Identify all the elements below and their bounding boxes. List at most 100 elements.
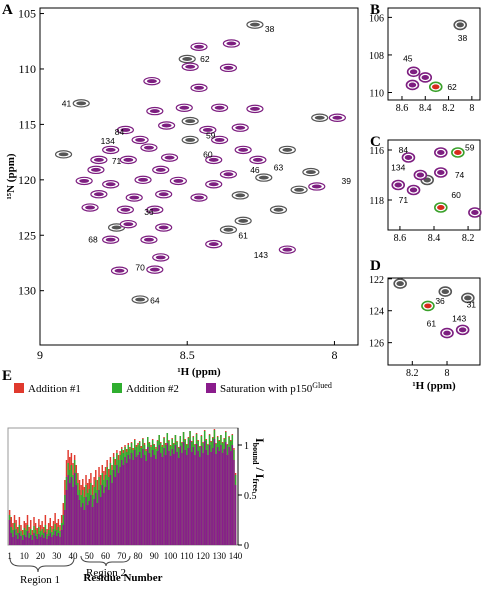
bar (184, 450, 186, 545)
legend-label: Addition #2 (126, 383, 179, 395)
bar (208, 445, 211, 545)
bar (34, 536, 37, 545)
bar (151, 450, 154, 545)
peak-core (202, 127, 213, 132)
peak-label: 41 (62, 98, 72, 108)
y-tick-label: 122 (369, 275, 384, 286)
y-tick-label: 110 (18, 62, 36, 76)
bar (85, 497, 87, 545)
peak-core (146, 79, 157, 84)
x-tick-label: 8.5 (180, 348, 195, 362)
peak-label: 62 (200, 54, 210, 64)
bar (103, 493, 105, 545)
bar (205, 450, 208, 545)
peak-core (454, 150, 462, 155)
bar (177, 458, 180, 545)
peak-core (185, 137, 196, 142)
peak-core (114, 268, 125, 273)
bar (210, 452, 212, 545)
bar (86, 505, 89, 545)
peak-core (164, 155, 175, 160)
bar (125, 463, 128, 545)
bar (93, 499, 95, 545)
peak-core (252, 157, 263, 162)
y-tick-label: 108 (369, 51, 384, 62)
bar (106, 480, 108, 545)
bar (44, 532, 47, 545)
peak-core (208, 157, 219, 162)
region-label: Region 1 (20, 574, 60, 586)
x-tick-label: 1 (7, 551, 12, 561)
peak-core (441, 289, 450, 295)
bar (145, 461, 147, 545)
peak-core (408, 82, 417, 88)
bar (150, 457, 152, 545)
bar (99, 497, 102, 545)
bar (199, 457, 201, 545)
bar (129, 459, 131, 545)
peak-core (179, 105, 190, 110)
peak-core (120, 207, 131, 212)
peak-core (93, 157, 104, 162)
bar (130, 453, 133, 545)
bar (17, 539, 19, 545)
bar (160, 453, 162, 545)
y-tick-label: 106 (369, 13, 384, 24)
peak-core (79, 178, 90, 183)
bar (28, 538, 30, 545)
peak-core (409, 187, 418, 193)
peak-core (416, 172, 425, 178)
x-tick-label: 9 (37, 348, 43, 362)
peak-core (143, 237, 154, 242)
bar (187, 448, 190, 545)
bar (90, 495, 92, 545)
bar (8, 520, 11, 545)
bar (62, 525, 64, 545)
peak-label: 63 (274, 163, 284, 173)
panel-letter: E (2, 368, 12, 384)
bar (80, 507, 82, 545)
peak-core (105, 147, 116, 152)
bar (21, 540, 24, 545)
bar (122, 465, 125, 545)
bar (181, 453, 183, 545)
legend-name: Addition #2 (126, 383, 179, 395)
peak-label: 71 (399, 195, 409, 205)
peak-label: 38 (458, 33, 468, 43)
peak-core (471, 210, 479, 215)
bar (202, 453, 204, 545)
peak-core (93, 192, 104, 197)
bar (75, 485, 77, 545)
x-tick-label: 8 (469, 103, 474, 114)
bar (83, 510, 86, 545)
x-tick-label: 110 (180, 551, 194, 561)
peak-core (394, 182, 402, 188)
legend-swatch (112, 383, 122, 393)
peak-label: 36 (435, 296, 445, 306)
panel-letter: A (2, 2, 13, 18)
peak-core (404, 155, 413, 160)
legend-swatch (206, 383, 216, 393)
peak-core (223, 172, 234, 177)
y-tick-label: 130 (18, 284, 36, 298)
peak-core (120, 127, 131, 132)
peak-label: 61 (427, 318, 437, 328)
peak-core (155, 255, 166, 260)
bar (171, 449, 173, 545)
x-tick-label: 8.6 (394, 233, 407, 244)
bar (108, 490, 110, 545)
x-axis-title: Residue Number (83, 572, 162, 584)
peak-core (182, 57, 193, 61)
bar (56, 536, 58, 545)
x-tick-label: 8 (445, 368, 450, 379)
bar (70, 477, 73, 545)
bar (119, 467, 121, 545)
bar (111, 483, 113, 545)
peak-core (258, 175, 269, 180)
bar (173, 454, 175, 545)
panel-letter: B (370, 2, 380, 18)
y-tick-label: 118 (369, 196, 384, 207)
peak-core (235, 125, 246, 130)
bar (174, 445, 177, 545)
